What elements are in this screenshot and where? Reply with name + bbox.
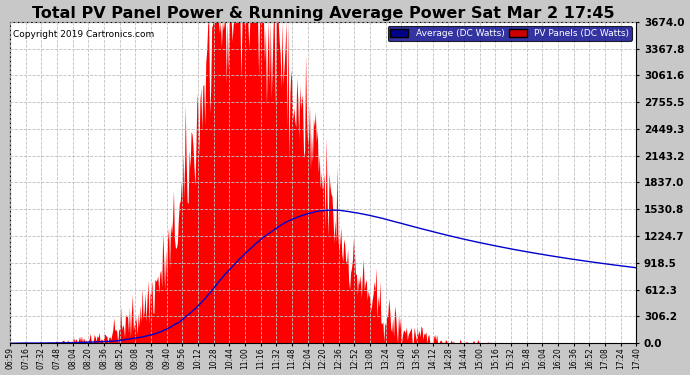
Legend: Average (DC Watts), PV Panels (DC Watts): Average (DC Watts), PV Panels (DC Watts) — [388, 26, 632, 41]
Title: Total PV Panel Power & Running Average Power Sat Mar 2 17:45: Total PV Panel Power & Running Average P… — [32, 6, 615, 21]
Text: Copyright 2019 Cartronics.com: Copyright 2019 Cartronics.com — [13, 30, 155, 39]
